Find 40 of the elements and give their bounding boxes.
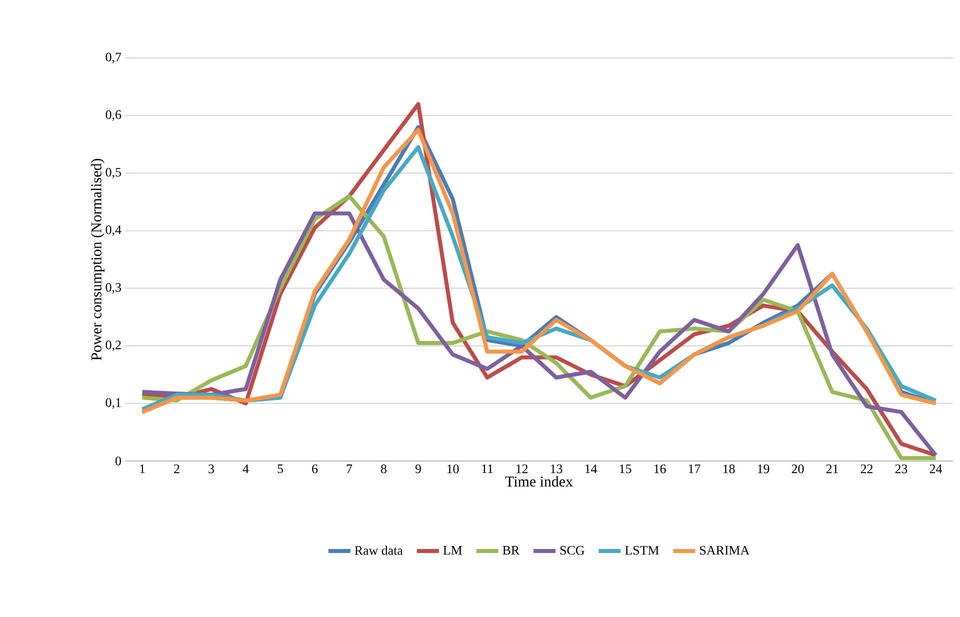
x-tick-label: 17 <box>688 464 700 474</box>
x-tick-label: 1 <box>140 464 145 474</box>
x-tick-label: 14 <box>585 464 598 474</box>
x-tick-label: 5 <box>278 464 283 474</box>
x-tick-label: 7 <box>346 464 352 473</box>
legend-label: SARIMA <box>700 546 750 555</box>
x-tick-label: 2 <box>174 464 180 474</box>
x-tick-label: 11 <box>482 464 493 474</box>
y-tick-label: 0,3 <box>106 282 121 294</box>
x-tick-label: 15 <box>620 464 632 474</box>
legend-label: LSTM <box>625 546 659 555</box>
x-tick-label: 23 <box>895 464 908 474</box>
y-tick-label: 0,2 <box>106 340 121 352</box>
x-tick-label: 4 <box>242 464 249 474</box>
legend-label: Raw data <box>354 546 403 555</box>
x-tick-label: 8 <box>381 464 387 474</box>
x-tick-label: 12 <box>516 464 528 474</box>
x-tick-label: 21 <box>826 464 838 474</box>
legend-label: SCG <box>560 546 584 555</box>
y-tick-label: 0,6 <box>106 110 122 121</box>
x-tick-label: 16 <box>654 464 666 474</box>
y-axis-title: Power consumption (Normalised) <box>90 158 104 360</box>
y-tick-label: 0,5 <box>106 168 121 178</box>
y-tick-label: 0,7 <box>106 52 122 64</box>
x-tick-label: 18 <box>723 464 735 474</box>
x-tick-label: 20 <box>792 464 804 474</box>
x-tick-label: 24 <box>930 464 942 474</box>
legend-label: BR <box>502 546 520 555</box>
x-tick-label: 13 <box>550 464 562 474</box>
x-tick-label: 9 <box>415 464 421 474</box>
x-tick-label: 22 <box>860 464 873 474</box>
x-tick-label: 6 <box>312 464 318 474</box>
x-axis-title: Time index <box>505 476 573 487</box>
y-tick-label: 0,1 <box>106 398 121 409</box>
x-tick-label: 10 <box>447 464 459 474</box>
y-tick-label: 0,4 <box>106 225 122 236</box>
x-tick-label: 19 <box>758 464 770 474</box>
legend-label: LM <box>443 546 462 554</box>
y-tick-label: 0 <box>116 456 121 466</box>
x-tick-label: 3 <box>208 464 214 474</box>
